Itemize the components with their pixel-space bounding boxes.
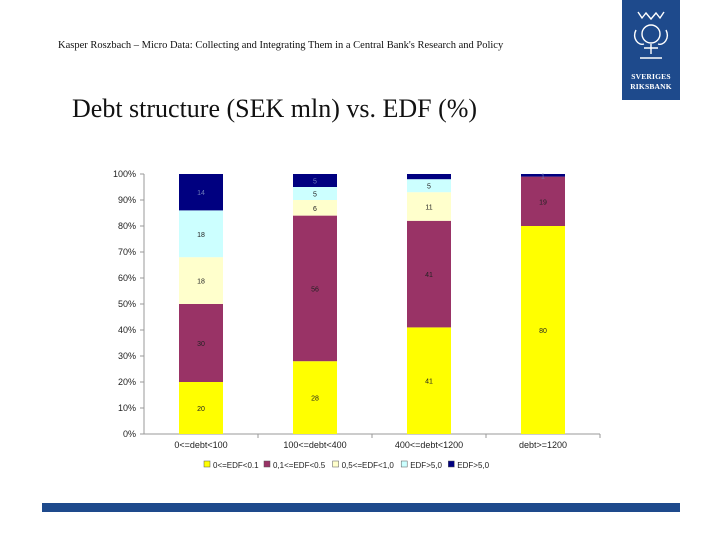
data-label: 28 [311, 396, 319, 403]
data-label: 5 [313, 179, 317, 186]
data-label: 20 [197, 406, 205, 413]
data-label: 14 [197, 190, 205, 197]
y-tick-label: 100% [113, 169, 136, 179]
crown-emblem-icon [634, 11, 668, 59]
legend-label: EDF>5,0 [457, 461, 489, 470]
bar-segment [293, 174, 337, 187]
legend-label: 0<=EDF<0.1 [213, 461, 259, 470]
legend-swatch [332, 460, 339, 468]
y-tick-label: 60% [118, 273, 136, 283]
legend-label: EDF>5,0 [410, 461, 442, 470]
y-tick-label: 80% [118, 221, 136, 231]
data-label: 18 [197, 279, 205, 286]
x-tick-label: 400<=debt<1200 [395, 440, 463, 450]
data-label: 1 [541, 173, 545, 180]
data-label: 5 [427, 184, 431, 191]
data-label: 6 [313, 206, 317, 213]
bar-segment [407, 327, 451, 434]
stacked-bar-chart: 0% 10% 20% 30% 40% 50% 60% 70% 80% 90% 100% 20 30 18 1… [113, 169, 601, 470]
data-label: 5 [313, 192, 317, 199]
y-tick-label: 50% [118, 299, 136, 309]
data-label: 11 [425, 205, 432, 212]
legend-swatch [203, 460, 211, 468]
data-label: 18 [197, 232, 205, 239]
x-tick-label: 0<=debt<100 [174, 440, 227, 450]
logo-line2: RIKSBANK [630, 82, 672, 91]
bar-segment [179, 210, 223, 258]
x-tick-label: debt>=1200 [519, 440, 567, 450]
data-label: 80 [539, 328, 547, 335]
bar-segment [521, 176, 565, 226]
y-tick-label: 10% [118, 403, 136, 413]
data-label: 41 [425, 379, 433, 386]
riksbank-logo: SVERIGES RIKSBANK [622, 0, 680, 100]
footer-bar [42, 503, 680, 512]
bar-segment [407, 174, 451, 180]
bar-segment [293, 215, 337, 362]
y-tick-label: 20% [118, 377, 136, 387]
bar-segment [179, 382, 223, 434]
bar-segment [407, 220, 451, 328]
bar-segment [293, 200, 337, 216]
legend-label: 0,1<=EDF<0.5 [273, 461, 326, 470]
y-tick-label: 90% [118, 195, 136, 205]
chart-area: 0% 10% 20% 30% 40% 50% 60% 70% 80% 90% 100% 20 30 18 1… [100, 160, 620, 480]
data-label: 41 [425, 272, 433, 279]
bar-segment [179, 257, 223, 304]
bar-segment [407, 192, 451, 221]
y-tick-label: 40% [118, 325, 136, 335]
legend-swatch [448, 460, 455, 468]
legend-swatch [263, 460, 271, 468]
bar-segment [179, 304, 223, 382]
data-label: 19 [539, 199, 547, 206]
data-label: 30 [197, 341, 205, 348]
y-tick-label: 30% [118, 351, 136, 361]
slide-title: Debt structure (SEK mln) vs. EDF (%) [72, 94, 478, 123]
header-text: Kasper Roszbach – Micro Data: Collecting… [58, 40, 504, 51]
bar-segment [293, 361, 337, 434]
legend-swatch [400, 460, 408, 468]
bar-segment [521, 226, 565, 434]
bar-segment [407, 179, 451, 193]
x-tick-label: 100<=debt<400 [283, 440, 346, 450]
logo-line1: SVERIGES [631, 72, 671, 81]
data-label: 56 [311, 286, 319, 293]
y-tick-label: 0% [123, 429, 136, 439]
bar-segment [293, 187, 337, 200]
y-tick-label: 70% [118, 247, 136, 257]
legend-label: 0,5<=EDF<1,0 [342, 461, 395, 470]
bar-segment [179, 174, 223, 211]
bar-segment [521, 174, 565, 177]
